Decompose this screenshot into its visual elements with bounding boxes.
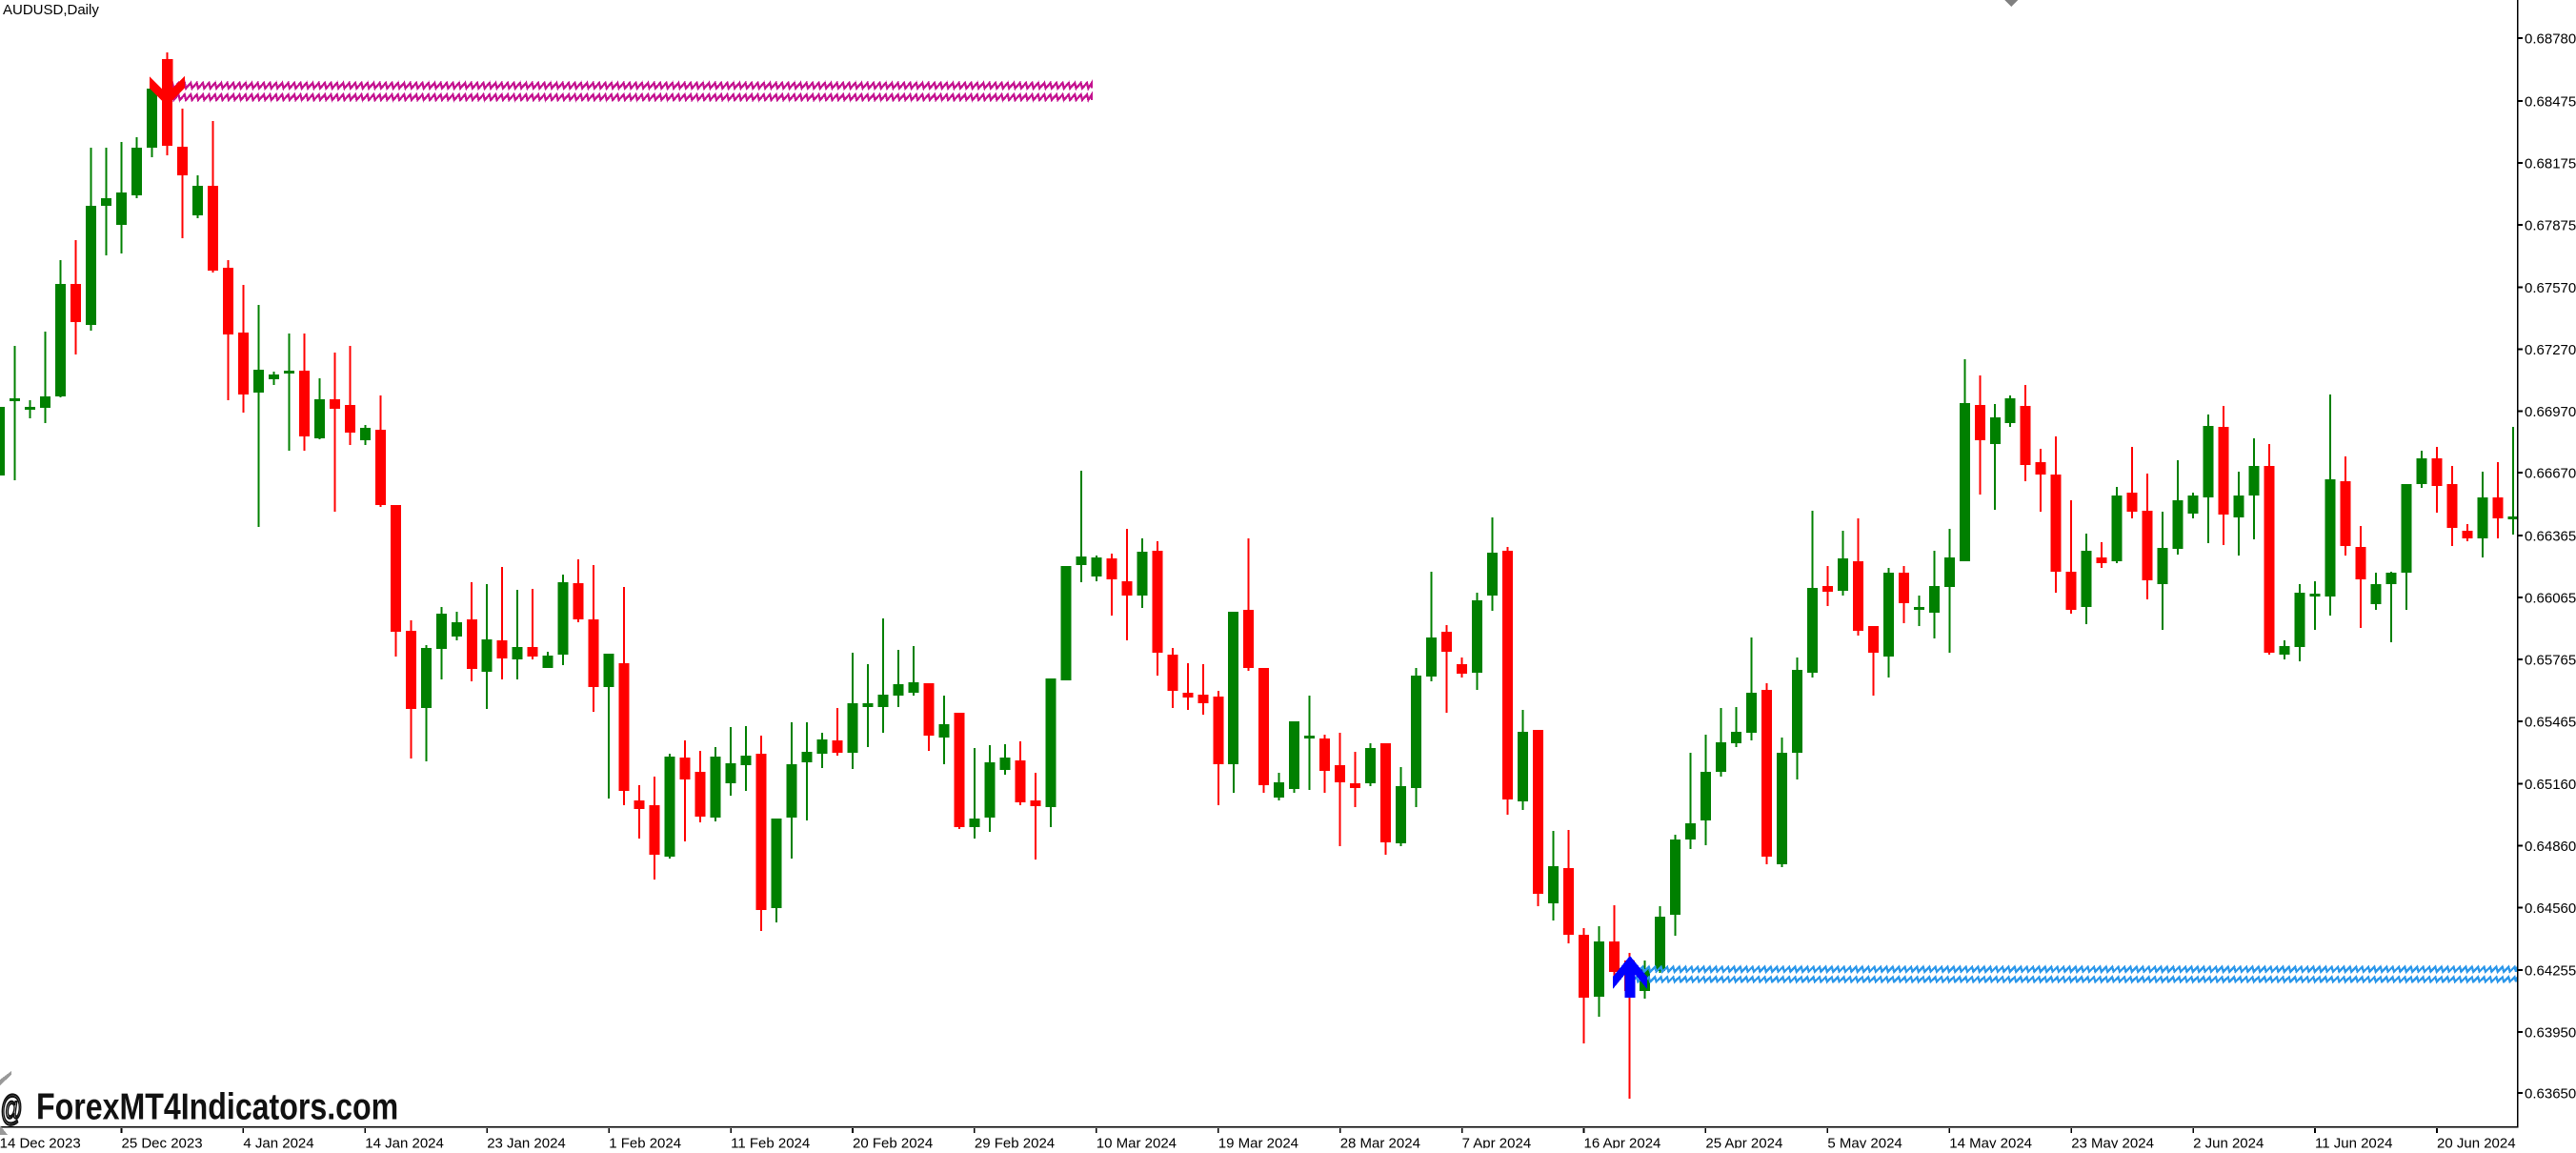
svg-text:5 May 2024: 5 May 2024 (1827, 1136, 1902, 1149)
svg-text:0.67570: 0.67570 (2525, 280, 2576, 296)
svg-text:28 Mar 2024: 28 Mar 2024 (1340, 1136, 1420, 1149)
svg-text:14 Dec 2023: 14 Dec 2023 (0, 1136, 81, 1149)
svg-text:25 Apr 2024: 25 Apr 2024 (1705, 1136, 1782, 1149)
svg-text:0.65160: 0.65160 (2525, 777, 2576, 793)
svg-text:0.68175: 0.68175 (2525, 156, 2576, 172)
svg-text:23 May 2024: 23 May 2024 (2071, 1136, 2154, 1149)
svg-text:0.68475: 0.68475 (2525, 94, 2576, 111)
svg-text:20 Jun 2024: 20 Jun 2024 (2437, 1136, 2516, 1149)
svg-text:1 Feb 2024: 1 Feb 2024 (609, 1136, 681, 1149)
svg-text:@: @ (1, 1088, 23, 1128)
svg-text:AUDUSD,Daily: AUDUSD,Daily (3, 2, 99, 18)
svg-text:25 Dec 2023: 25 Dec 2023 (122, 1136, 203, 1149)
svg-text:11 Feb 2024: 11 Feb 2024 (731, 1136, 810, 1149)
svg-text:29 Feb 2024: 29 Feb 2024 (975, 1136, 1055, 1149)
svg-text:0.64560: 0.64560 (2525, 900, 2576, 917)
svg-text:0.66970: 0.66970 (2525, 404, 2576, 420)
svg-text:ForexMT4Indicators.com: ForexMT4Indicators.com (36, 1086, 398, 1128)
svg-text:0.67875: 0.67875 (2525, 218, 2576, 234)
svg-text:0.66365: 0.66365 (2525, 529, 2576, 545)
svg-text:0.65465: 0.65465 (2525, 715, 2576, 731)
svg-text:0.68780: 0.68780 (2525, 31, 2576, 48)
svg-text:14 May 2024: 14 May 2024 (1949, 1136, 2032, 1149)
svg-text:2 Jun 2024: 2 Jun 2024 (2193, 1136, 2264, 1149)
svg-text:0.63650: 0.63650 (2525, 1086, 2576, 1102)
svg-text:14 Jan 2024: 14 Jan 2024 (365, 1136, 444, 1149)
svg-text:23 Jan 2024: 23 Jan 2024 (487, 1136, 566, 1149)
svg-text:0.64255: 0.64255 (2525, 963, 2576, 980)
svg-text:0.67270: 0.67270 (2525, 342, 2576, 358)
svg-text:10 Mar 2024: 10 Mar 2024 (1097, 1136, 1177, 1149)
svg-text:20 Feb 2024: 20 Feb 2024 (853, 1136, 933, 1149)
svg-text:0.65765: 0.65765 (2525, 653, 2576, 669)
svg-text:19 Mar 2024: 19 Mar 2024 (1218, 1136, 1298, 1149)
svg-text:4 Jan 2024: 4 Jan 2024 (243, 1136, 313, 1149)
svg-text:0.66065: 0.66065 (2525, 591, 2576, 607)
svg-text:11 Jun 2024: 11 Jun 2024 (2315, 1136, 2392, 1149)
svg-text:0.63950: 0.63950 (2525, 1025, 2576, 1042)
svg-text:7 Apr 2024: 7 Apr 2024 (1462, 1136, 1532, 1149)
svg-text:16 Apr 2024: 16 Apr 2024 (1584, 1136, 1661, 1149)
svg-text:0.66670: 0.66670 (2525, 466, 2576, 482)
svg-text:0.64860: 0.64860 (2525, 839, 2576, 855)
